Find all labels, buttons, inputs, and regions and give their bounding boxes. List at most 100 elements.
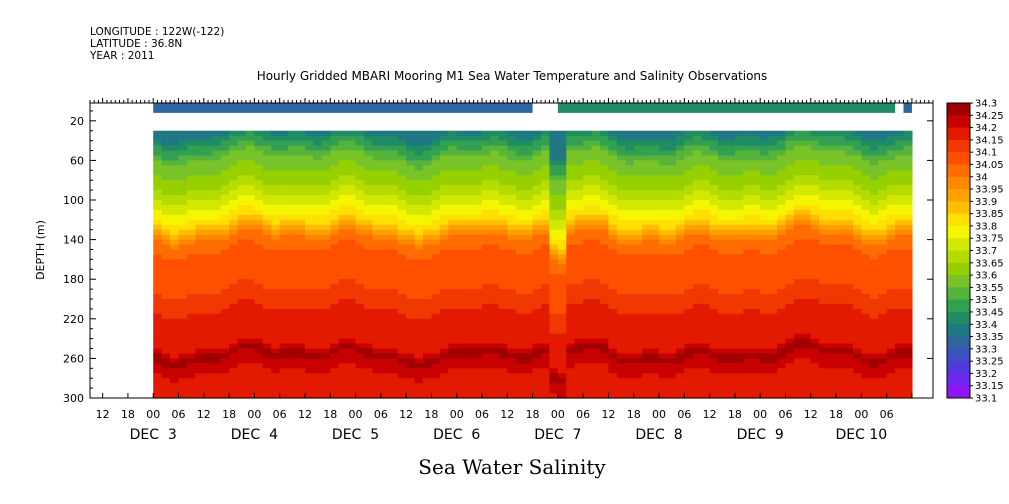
heatmap-cell xyxy=(170,165,180,171)
heatmap-cell xyxy=(650,130,660,137)
heatmap-cell xyxy=(448,135,458,142)
heatmap-cell xyxy=(279,294,289,300)
heatmap-cell xyxy=(178,155,188,162)
heatmap-cell xyxy=(439,373,449,379)
heatmap-cell xyxy=(777,383,787,389)
heatmap-cell xyxy=(372,333,382,340)
heatmap-cell xyxy=(718,140,728,147)
heatmap-cell xyxy=(726,229,736,236)
heatmap-cell xyxy=(380,200,390,206)
heatmap-cell xyxy=(659,269,669,275)
heatmap-cell xyxy=(406,353,416,359)
heatmap-cell xyxy=(195,190,205,196)
heatmap-cell xyxy=(574,269,584,275)
heatmap-cell xyxy=(650,333,660,340)
heatmap-cell xyxy=(262,269,272,275)
heatmap-cell xyxy=(751,363,761,369)
heatmap-cell xyxy=(245,259,255,265)
heatmap-cell xyxy=(802,378,812,384)
heatmap-cell xyxy=(178,318,188,325)
heatmap-cell xyxy=(836,264,846,270)
heatmap-cell xyxy=(153,214,163,221)
heatmap-cell xyxy=(304,229,314,236)
heatmap-cell xyxy=(262,234,272,241)
heatmap-cell xyxy=(802,353,812,359)
heatmap-cell xyxy=(347,170,357,176)
heatmap-cell xyxy=(465,299,475,305)
heatmap-cell xyxy=(473,373,483,379)
heatmap-cell xyxy=(726,259,736,265)
heatmap-cell xyxy=(321,383,331,389)
heatmap-cell xyxy=(456,195,466,201)
heatmap-cell xyxy=(743,155,753,162)
heatmap-cell xyxy=(212,323,222,330)
heatmap-cell xyxy=(262,259,272,265)
y-tick-label: 220 xyxy=(63,313,84,326)
heatmap-cell xyxy=(431,140,441,147)
heatmap-cell xyxy=(448,249,458,256)
heatmap-cell xyxy=(296,378,306,384)
heatmap-cell xyxy=(718,294,728,300)
heatmap-cell xyxy=(777,185,787,191)
heatmap-cell xyxy=(355,219,365,226)
heatmap-cell xyxy=(861,299,871,305)
heatmap-cell xyxy=(659,348,669,355)
heatmap-cell xyxy=(203,175,213,181)
heatmap-cell xyxy=(178,383,188,389)
heatmap-cell xyxy=(178,200,188,206)
heatmap-cell xyxy=(574,313,584,320)
heatmap-cell xyxy=(482,363,492,369)
heatmap-cell xyxy=(313,299,323,305)
heatmap-cell xyxy=(718,308,728,315)
heatmap-cell xyxy=(734,333,744,340)
heatmap-cell xyxy=(734,259,744,265)
heatmap-cell xyxy=(903,150,913,157)
heatmap-cell xyxy=(363,229,374,236)
heatmap-cell xyxy=(288,338,298,345)
heatmap-cell xyxy=(498,338,508,345)
heatmap-cell xyxy=(777,294,787,300)
heatmap-cell xyxy=(296,170,306,176)
heatmap-cell xyxy=(397,229,407,236)
heatmap-cell xyxy=(642,165,652,171)
heatmap-cell xyxy=(692,289,702,295)
heatmap-cell xyxy=(313,393,323,399)
heatmap-cell xyxy=(751,328,761,335)
heatmap-cell xyxy=(515,224,525,231)
heatmap-cell xyxy=(380,160,390,166)
heatmap-cell xyxy=(212,135,222,142)
heatmap-cell xyxy=(734,140,744,147)
heatmap-cell xyxy=(608,170,618,176)
heatmap-cell xyxy=(330,200,340,206)
heatmap-cell xyxy=(827,378,837,384)
heatmap-cell xyxy=(777,393,787,399)
heatmap-cell xyxy=(869,214,879,221)
heatmap-cell xyxy=(347,393,357,399)
heatmap-cell xyxy=(793,284,803,290)
heatmap-cell xyxy=(541,190,551,196)
heatmap-cell xyxy=(844,234,854,241)
heatmap-cell xyxy=(895,239,905,246)
heatmap-cell xyxy=(186,279,196,285)
heatmap-cell xyxy=(229,170,239,176)
heatmap-cell xyxy=(768,209,778,216)
heatmap-cell xyxy=(878,318,888,325)
heatmap-cell xyxy=(439,209,449,216)
heatmap-cell xyxy=(827,165,837,171)
heatmap-cell xyxy=(675,284,685,290)
heatmap-cell xyxy=(178,214,188,221)
heatmap-cell xyxy=(288,209,298,216)
heatmap-cell xyxy=(844,214,854,221)
heatmap-cell xyxy=(397,190,407,196)
heatmap-cell xyxy=(566,393,576,399)
heatmap-cell xyxy=(498,348,508,355)
heatmap-cell xyxy=(321,140,331,147)
heatmap-cell xyxy=(448,333,458,340)
heatmap-cell xyxy=(869,219,879,226)
heatmap-cell xyxy=(431,313,441,320)
heatmap-cell xyxy=(515,378,525,384)
heatmap-cell xyxy=(557,338,567,345)
heatmap-cell xyxy=(591,204,601,211)
heatmap-cell xyxy=(566,289,576,295)
heatmap-cell xyxy=(608,378,618,384)
